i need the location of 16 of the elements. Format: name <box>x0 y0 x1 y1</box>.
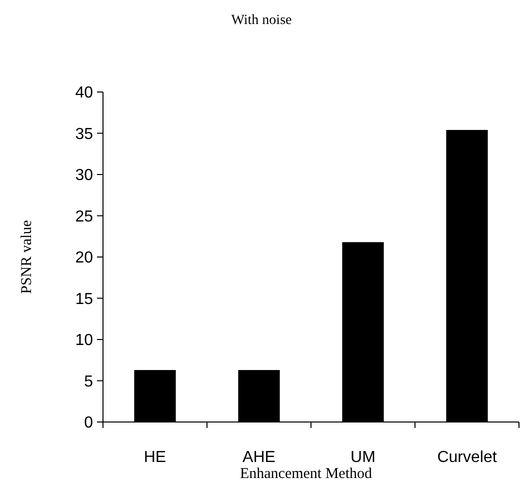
y-tick-label: 10 <box>75 332 94 350</box>
x-tick-label: AHE <box>242 449 276 466</box>
y-axis-title: PSNR value <box>19 220 35 294</box>
x-tick-label: Curvelet <box>437 449 498 466</box>
y-tick-label: 40 <box>75 84 94 102</box>
x-tick-label: HE <box>144 449 166 466</box>
x-tick-label: UM <box>350 449 376 466</box>
y-tick-label: 15 <box>75 290 94 308</box>
chart-title: With noise <box>231 13 292 28</box>
y-tick-label: 25 <box>75 208 94 226</box>
y-tick-label: 5 <box>84 373 94 390</box>
y-tick-label: 20 <box>75 250 94 267</box>
y-tick-label: 30 <box>75 167 94 184</box>
y-tick-label: 35 <box>75 126 94 143</box>
x-axis-title: Enhancement Method <box>240 466 373 482</box>
y-tick-label: 0 <box>84 414 94 432</box>
